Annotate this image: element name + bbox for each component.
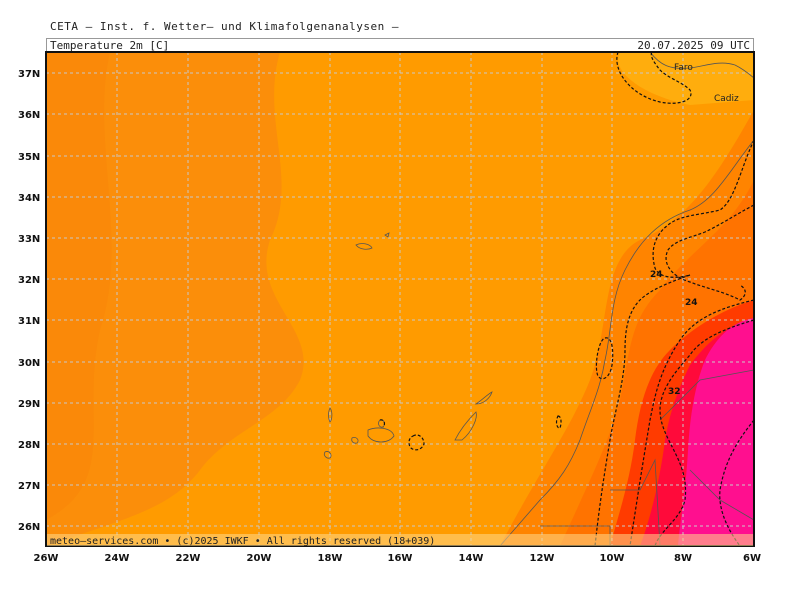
lat-tick: 34N — [18, 193, 40, 204]
isotherms — [379, 52, 754, 546]
lon-tick: 22W — [176, 553, 201, 564]
graticule — [46, 52, 754, 546]
lat-tick: 28N — [18, 440, 40, 451]
city-label-faro: Faro — [674, 63, 693, 73]
contour-label: 24 — [650, 270, 663, 280]
parameter-title: Temperature_2m_[C] — [50, 39, 170, 52]
lon-tick: 20W — [247, 553, 272, 564]
contour-label: 32 — [668, 387, 681, 397]
lon-tick: 18W — [318, 553, 343, 564]
lat-tick: 32N — [18, 275, 40, 286]
lon-tick: 24W — [105, 553, 130, 564]
contour-label: 24 — [685, 298, 698, 308]
lon-tick: 12W — [530, 553, 555, 564]
map-field — [46, 52, 754, 546]
lat-tick: 33N — [18, 234, 40, 245]
lon-tick: 10W — [600, 553, 625, 564]
title-bar: Temperature_2m_[C] 20.07.2025 09 UTC — [46, 38, 754, 52]
field-west-band — [46, 52, 304, 546]
coastlines — [323, 52, 754, 546]
lon-tick: 6W — [743, 553, 761, 564]
city-label-cadiz: Cadiz — [714, 94, 739, 104]
valid-time: 20.07.2025 09 UTC — [637, 39, 750, 52]
lat-tick: 37N — [18, 69, 40, 80]
lon-tick: 16W — [388, 553, 413, 564]
field-far-west — [46, 52, 112, 520]
lat-tick: 31N — [18, 316, 40, 327]
lat-ticks: 37N 36N 35N 34N 33N 32N 31N 30N 29N 28N … — [18, 69, 40, 533]
credit-bar — [47, 534, 753, 546]
field-cool-iberia — [618, 52, 754, 105]
field-extreme — [678, 318, 754, 546]
lat-tick: 29N — [18, 399, 40, 410]
lat-tick: 35N — [18, 152, 40, 163]
source-header: CETA — Inst. f. Wetter— und Klimafolgena… — [50, 20, 400, 33]
lon-ticks: 26W 24W 22W 20W 18W 16W 14W 12W 10W 8W 6… — [34, 553, 761, 564]
lat-tick: 36N — [18, 110, 40, 121]
lat-tick: 26N — [18, 522, 40, 533]
lon-tick: 26W — [34, 553, 59, 564]
lon-tick: 14W — [459, 553, 484, 564]
lon-tick: 8W — [674, 553, 692, 564]
lat-tick: 27N — [18, 481, 40, 492]
credit-text: meteo—services.com • (c)2025 IWKF • All … — [50, 536, 435, 547]
lat-tick: 30N — [18, 358, 40, 369]
